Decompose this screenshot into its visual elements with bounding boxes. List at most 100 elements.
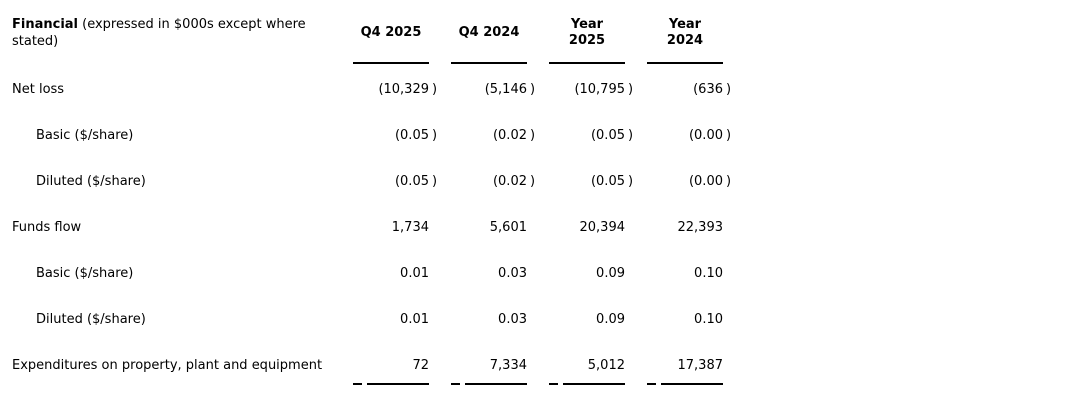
cell-year-2024: 22,393: [647, 220, 734, 235]
cell-close-paren: [625, 266, 636, 281]
column-header-text: Q4 2024: [458, 24, 520, 40]
bottom-rule-spacer: [12, 383, 353, 385]
cell-value: (0.02: [492, 127, 527, 143]
cell-q4-2025: 1,734: [353, 220, 440, 235]
cell-q4-2024: 5,601: [451, 220, 538, 235]
cell-q4-2024: (0.02): [451, 174, 538, 189]
cell-value: (10,329: [378, 81, 429, 97]
cell-q4-2025: 0.01: [353, 266, 440, 281]
row-label: Diluted ($/share): [36, 173, 146, 189]
table-title-bold: Financial: [12, 17, 79, 32]
cell-close-paren: [429, 266, 440, 281]
cell-q4-2024: (5,146): [451, 82, 538, 97]
financial-table: Financial (expressed in $000s except whe…: [12, 0, 1083, 386]
bottom-rule-year-2025: [549, 383, 636, 385]
cell-close-paren: [429, 220, 440, 235]
cell-close-paren: ): [432, 81, 438, 97]
row-label: Funds flow: [12, 219, 82, 235]
cell-year-2025: 0.09: [549, 266, 636, 281]
table-row-net-loss: Net loss (10,329) (5,146) (10,795) (636): [12, 64, 1083, 110]
cell-value: (5,146: [484, 81, 527, 97]
cell-year-2025: (10,795): [549, 82, 636, 97]
header-underline: [451, 62, 527, 64]
cell-close-paren: ): [530, 127, 536, 143]
cell-close-paren: [723, 266, 734, 281]
cell-value: (0.02: [492, 173, 527, 189]
column-header-year-2024: Year 2024: [647, 0, 734, 64]
cell-q4-2024: (0.02): [451, 128, 538, 143]
cell-close-paren: [429, 358, 440, 373]
cell-year-2024: 0.10: [647, 312, 734, 327]
cell-close-paren: [527, 312, 538, 327]
column-header-text: Year 2025: [568, 16, 606, 48]
cell-value: 0.03: [498, 311, 527, 327]
table-row-net-loss-basic: Basic ($/share) (0.05) (0.02) (0.05) (0.…: [12, 110, 1083, 156]
cell-q4-2024: 7,334: [451, 358, 538, 373]
cell-value: 0.01: [400, 265, 429, 281]
cell-value: 17,387: [677, 357, 724, 373]
cell-q4-2024: 0.03: [451, 312, 538, 327]
cell-year-2025: 20,394: [549, 220, 636, 235]
cell-value: 20,394: [579, 219, 626, 235]
cell-year-2025: (0.05): [549, 174, 636, 189]
cell-value: 0.09: [596, 265, 625, 281]
table-row-net-loss-diluted: Diluted ($/share) (0.05) (0.02) (0.05) (…: [12, 156, 1083, 202]
rule-dash: [549, 383, 558, 385]
cell-value: (0.05: [590, 127, 625, 143]
cell-q4-2025: (0.05): [353, 128, 440, 143]
cell-value: 0.10: [694, 265, 723, 281]
column-header-q4-2024: Q4 2024: [451, 0, 538, 64]
bottom-rule-year-2024: [647, 383, 734, 385]
row-label: Basic ($/share): [36, 265, 134, 281]
rule-dash: [353, 383, 362, 385]
cell-value: 0.09: [596, 311, 625, 327]
cell-value: 0.03: [498, 265, 527, 281]
cell-year-2024: (0.00): [647, 128, 734, 143]
rule-line: [367, 383, 429, 385]
cell-value: 1,734: [391, 219, 429, 235]
cell-year-2024: 0.10: [647, 266, 734, 281]
header-underline: [549, 62, 625, 64]
column-header-text: Q4 2025: [360, 24, 422, 40]
header-underline: [647, 62, 723, 64]
row-label: Expenditures on property, plant and equi…: [12, 357, 323, 373]
cell-close-paren: [429, 312, 440, 327]
table-header-row: Financial (expressed in $000s except whe…: [12, 0, 1083, 64]
cell-close-paren: ): [628, 81, 634, 97]
column-header-year-2025: Year 2025: [549, 0, 636, 64]
cell-value: (636: [693, 81, 723, 97]
cell-close-paren: [723, 312, 734, 327]
cell-close-paren: ): [530, 81, 536, 97]
cell-close-paren: [723, 220, 734, 235]
table-title-rest: (expressed in $000s except where stated): [12, 17, 306, 49]
rule-dash: [451, 383, 460, 385]
cell-value: (10,795: [574, 81, 625, 97]
cell-value: (0.05: [394, 173, 429, 189]
cell-value: 7,334: [489, 357, 527, 373]
row-label: Diluted ($/share): [36, 311, 146, 327]
cell-close-paren: ): [628, 173, 634, 189]
cell-value: (0.05: [590, 173, 625, 189]
rule-dash: [647, 383, 656, 385]
cell-close-paren: ): [726, 173, 732, 189]
row-label: Net loss: [12, 81, 65, 97]
table-row-funds-flow-basic: Basic ($/share) 0.01 0.03 0.09 0.10: [12, 248, 1083, 294]
cell-close-paren: [527, 358, 538, 373]
cell-close-paren: [625, 220, 636, 235]
cell-value: (0.05: [394, 127, 429, 143]
table-row-expenditures: Expenditures on property, plant and equi…: [12, 340, 1083, 386]
cell-close-paren: ): [432, 173, 438, 189]
cell-q4-2025: (10,329): [353, 82, 440, 97]
cell-year-2025: (0.05): [549, 128, 636, 143]
table-row-funds-flow-diluted: Diluted ($/share) 0.01 0.03 0.09 0.10: [12, 294, 1083, 340]
column-header-q4-2025: Q4 2025: [353, 0, 440, 64]
cell-close-paren: [625, 312, 636, 327]
row-label: Basic ($/share): [36, 127, 134, 143]
table-row-funds-flow: Funds flow 1,734 5,601 20,394 22,393: [12, 202, 1083, 248]
cell-value: 5,601: [489, 219, 527, 235]
cell-close-paren: ): [530, 173, 536, 189]
cell-close-paren: ): [628, 127, 634, 143]
cell-close-paren: [527, 266, 538, 281]
cell-year-2024: 17,387: [647, 358, 734, 373]
cell-value: 22,393: [677, 219, 724, 235]
